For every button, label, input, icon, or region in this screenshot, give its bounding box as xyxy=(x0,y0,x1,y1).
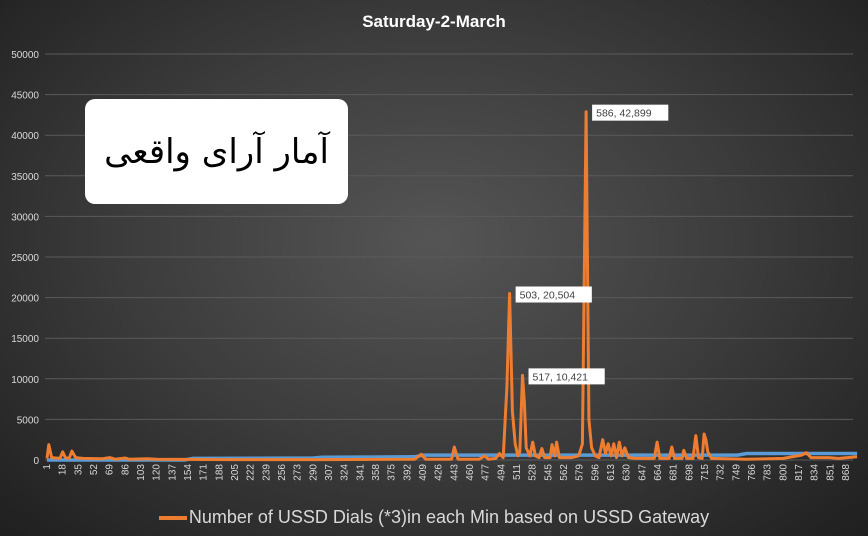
x-tick-label: 35 xyxy=(73,464,84,476)
x-tick-label: 613 xyxy=(606,464,617,481)
x-tick-label: 443 xyxy=(449,464,460,481)
x-tick-label: 698 xyxy=(684,464,695,481)
x-tick-label: 715 xyxy=(700,464,711,481)
x-tick-label: 256 xyxy=(277,464,288,481)
x-tick-label: 358 xyxy=(371,464,382,481)
y-tick-label: 45000 xyxy=(11,91,39,102)
x-tick-label: 239 xyxy=(261,464,272,481)
x-tick-label: 1 xyxy=(42,464,53,470)
x-tick-label: 69 xyxy=(105,464,116,476)
x-tick-label: 834 xyxy=(810,464,821,481)
x-tick-label: 154 xyxy=(183,464,194,481)
data-label: 586, 42,899 xyxy=(596,108,652,120)
x-tick-label: 732 xyxy=(716,464,727,481)
y-tick-label: 30000 xyxy=(11,212,39,223)
x-tick-label: 681 xyxy=(669,464,680,481)
x-tick-label: 528 xyxy=(528,464,539,481)
y-tick-label: 10000 xyxy=(11,375,39,386)
data-label-box xyxy=(528,368,605,385)
x-tick-label: 103 xyxy=(136,464,147,481)
legend: Number of USSD Dials (*3)in each Min bas… xyxy=(0,507,868,528)
x-tick-label: 222 xyxy=(246,464,257,481)
x-tick-label: 783 xyxy=(763,464,774,481)
x-tick-label: 426 xyxy=(434,464,445,481)
y-tick-label: 20000 xyxy=(11,294,39,305)
y-tick-label: 25000 xyxy=(11,253,39,264)
x-tick-label: 205 xyxy=(230,464,241,481)
annotation-box: آمار آرای واقعی xyxy=(85,99,348,204)
data-label: 517, 10,421 xyxy=(533,371,589,383)
x-tick-label: 766 xyxy=(747,464,758,481)
x-tick-label: 647 xyxy=(637,464,648,481)
annotation-text: آمار آرای واقعی xyxy=(104,131,329,172)
x-tick-label: 86 xyxy=(120,464,131,476)
data-label: 503, 20,504 xyxy=(520,290,576,302)
x-tick-label: 494 xyxy=(496,464,507,481)
x-tick-label: 664 xyxy=(653,464,664,481)
y-tick-label: 35000 xyxy=(11,172,39,183)
x-tick-label: 477 xyxy=(481,464,492,481)
x-tick-label: 460 xyxy=(465,464,476,481)
x-tick-label: 324 xyxy=(340,464,351,481)
legend-label: Number of USSD Dials (*3)in each Min bas… xyxy=(188,507,710,527)
x-tick-label: 18 xyxy=(58,464,69,476)
x-tick-label: 290 xyxy=(308,464,319,481)
series-line xyxy=(45,110,858,462)
x-tick-label: 273 xyxy=(293,464,304,481)
data-label-box xyxy=(592,104,669,121)
x-tick-label: 409 xyxy=(418,464,429,481)
y-tick-label: 50000 xyxy=(11,50,39,61)
x-tick-label: 630 xyxy=(622,464,633,481)
x-tick-label: 307 xyxy=(324,464,335,481)
y-tick-label: 15000 xyxy=(11,334,39,345)
x-tick-label: 392 xyxy=(402,464,413,481)
x-tick-label: 171 xyxy=(199,464,210,481)
x-tick-label: 579 xyxy=(575,464,586,481)
x-tick-label: 120 xyxy=(152,464,163,481)
x-tick-label: 52 xyxy=(89,464,100,476)
x-tick-label: 596 xyxy=(590,464,601,481)
x-tick-label: 137 xyxy=(167,464,178,481)
legend-swatch xyxy=(158,515,187,520)
x-tick-label: 749 xyxy=(731,464,742,481)
x-tick-label: 817 xyxy=(794,464,805,481)
x-tick-label: 375 xyxy=(387,464,398,481)
x-tick-label: 511 xyxy=(512,464,523,480)
x-tick-label: 188 xyxy=(214,464,225,481)
x-tick-label: 545 xyxy=(543,464,554,481)
x-tick-label: 800 xyxy=(778,464,789,481)
data-label-box xyxy=(515,286,592,303)
chart-title: Saturday-2-March xyxy=(362,12,506,31)
x-tick-label: 868 xyxy=(841,464,852,481)
y-tick-label: 0 xyxy=(33,456,39,467)
y-tick-label: 5000 xyxy=(17,415,40,426)
x-tick-label: 341 xyxy=(355,464,366,481)
x-tick-label: 562 xyxy=(559,464,570,481)
x-tick-label: 851 xyxy=(825,464,836,481)
y-tick-label: 40000 xyxy=(11,131,39,142)
